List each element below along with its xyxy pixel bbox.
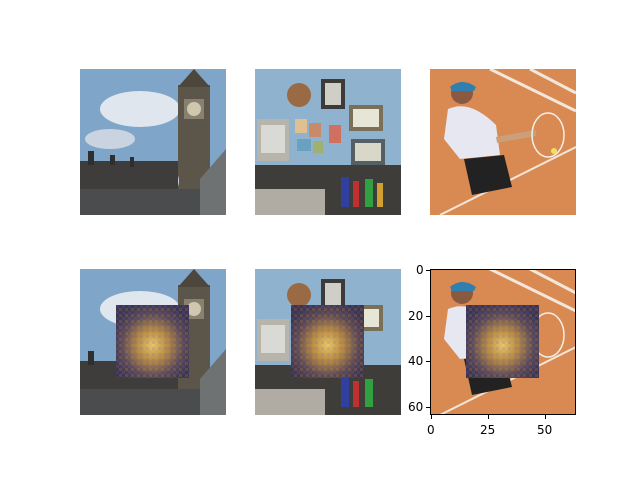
x-tick-label-25: 25 — [480, 423, 496, 437]
x-tick-label-50: 50 — [537, 423, 553, 437]
x-tick-0 — [431, 415, 432, 419]
y-tick-0 — [426, 270, 430, 271]
y-tick-40 — [426, 361, 430, 362]
y-tick-label-0: 0 — [416, 263, 424, 277]
london-big-ben-photo — [80, 69, 226, 215]
tennis-player-photo-occluded — [430, 269, 576, 415]
y-tick-60 — [426, 407, 430, 408]
y-tick-20 — [426, 316, 430, 317]
office-wall-desk-photo-occluded — [255, 269, 401, 415]
office-wall-desk-photo — [255, 69, 401, 215]
x-tick-50 — [545, 415, 546, 419]
x-tick-label-0: 0 — [427, 423, 435, 437]
y-tick-label-40: 40 — [408, 354, 424, 368]
y-tick-label-60: 60 — [408, 400, 424, 414]
y-tick-label-20: 20 — [408, 309, 424, 323]
tennis-player-photo — [430, 69, 576, 215]
x-tick-25 — [488, 415, 489, 419]
london-big-ben-photo-occluded — [80, 269, 226, 415]
